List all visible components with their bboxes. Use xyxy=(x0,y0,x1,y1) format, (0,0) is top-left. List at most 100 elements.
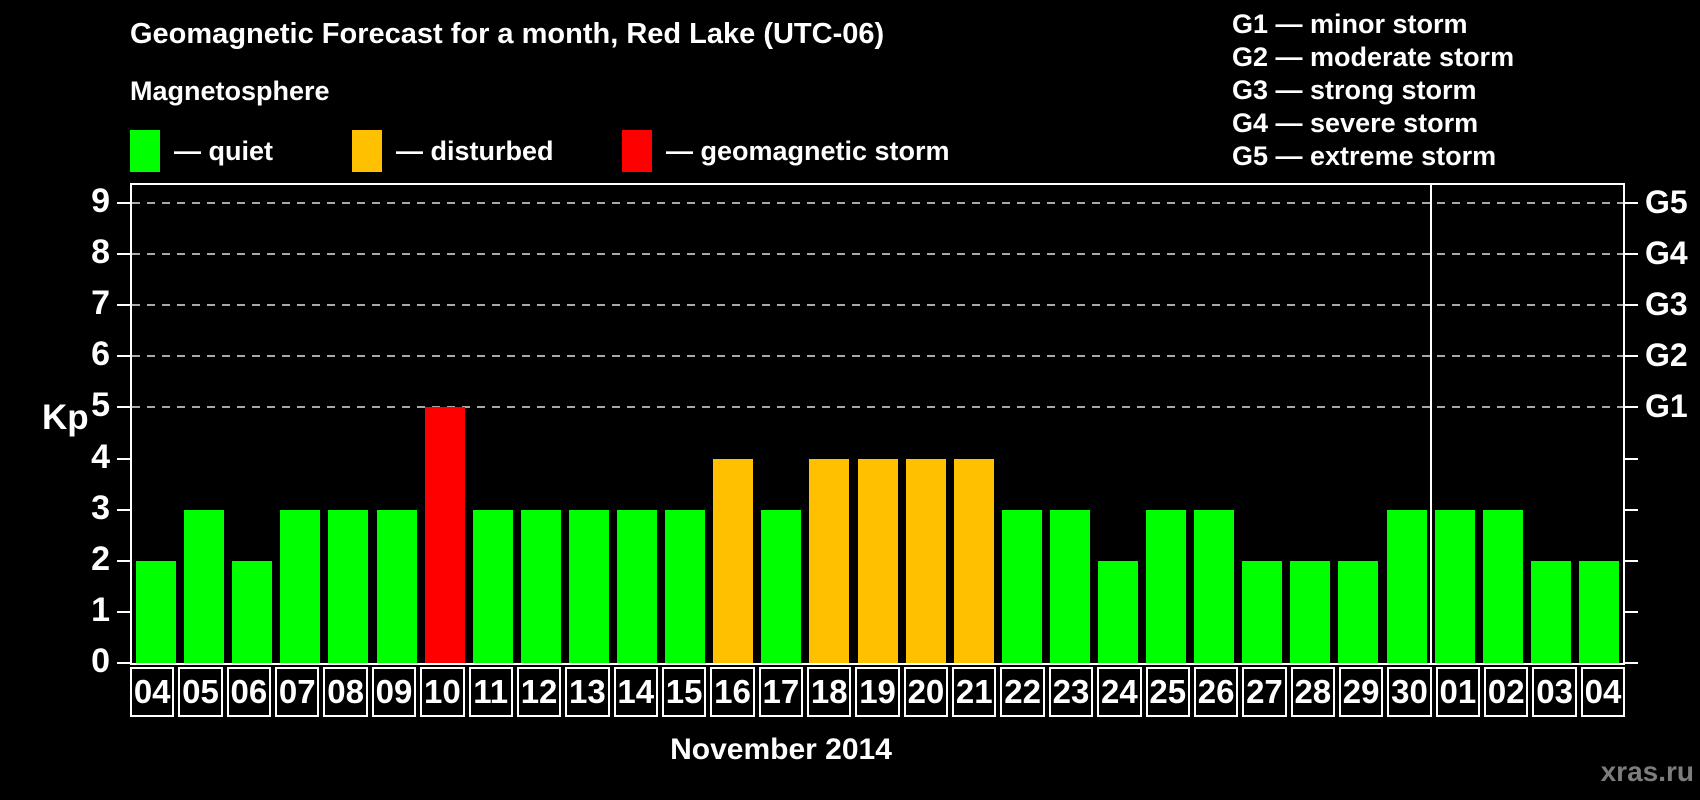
day-label-09: 09 xyxy=(371,667,417,717)
day-label-26: 26 xyxy=(1193,667,1239,717)
g-legend-line-5: G5 — extreme storm xyxy=(1232,141,1497,171)
right-axis-label-g4: G4 xyxy=(1645,234,1688,271)
kp-bar-day-19 xyxy=(857,458,898,663)
y-axis-title: Kp xyxy=(42,398,89,437)
y-tick-label-3: 3 xyxy=(91,488,110,527)
y-tick-label-6: 6 xyxy=(91,335,110,374)
kp-bar-day-07 xyxy=(280,509,321,663)
kp-bar-day-29 xyxy=(1338,560,1379,663)
kp-bar-day-24 xyxy=(1097,560,1138,663)
kp-bar-day-14 xyxy=(617,509,658,663)
day-label-07: 07 xyxy=(275,667,320,717)
day-label-06: 06 xyxy=(226,667,272,717)
day-label-04: 04 xyxy=(1580,667,1626,717)
day-label-11: 11 xyxy=(468,667,513,717)
day-label-15: 15 xyxy=(661,667,707,717)
day-label-22: 22 xyxy=(1000,667,1045,717)
g-legend-line-3: G3 — strong storm xyxy=(1232,75,1477,105)
y-tick-right-3 xyxy=(1625,508,1638,511)
kp-bar-day-04 xyxy=(1578,560,1619,663)
legend-item-disturbed: — disturbed xyxy=(352,128,554,174)
day-label-13: 13 xyxy=(565,667,610,717)
day-label-17: 17 xyxy=(758,667,804,717)
day-label-12: 12 xyxy=(516,667,562,717)
day-label-25: 25 xyxy=(1145,667,1190,717)
day-label-16: 16 xyxy=(710,667,755,717)
right-axis-label-g1: G1 xyxy=(1645,388,1688,425)
y-tick-left-0 xyxy=(117,662,130,664)
kp-bar-day-18 xyxy=(809,458,850,663)
y-tick-left-8 xyxy=(117,253,130,256)
y-tick-label-9: 9 xyxy=(91,181,110,220)
legend-item-quiet: — quiet xyxy=(130,128,273,174)
gridline-kp8 xyxy=(132,253,1623,256)
kp-bar-day-08 xyxy=(328,509,369,663)
kp-bar-day-16 xyxy=(713,458,754,663)
kp-bar-day-20 xyxy=(905,458,946,663)
day-label-18: 18 xyxy=(807,667,852,717)
g-legend-line-2: G2 — moderate storm xyxy=(1232,42,1515,72)
y-tick-right-4 xyxy=(1625,457,1638,460)
y-tick-right-1 xyxy=(1625,610,1638,613)
chart-title: Geomagnetic Forecast for a month, Red La… xyxy=(130,18,885,50)
day-label-10: 10 xyxy=(420,667,465,717)
magnetosphere-legend: — quiet — disturbed — geomagnetic storm xyxy=(0,128,1100,174)
day-label-08: 08 xyxy=(323,667,368,717)
y-tick-left-3 xyxy=(117,508,130,511)
y-tick-right-8 xyxy=(1625,253,1638,256)
kp-bar-day-28 xyxy=(1290,560,1331,663)
y-tick-label-2: 2 xyxy=(91,539,110,578)
watermark: xras.ru xyxy=(1600,756,1694,787)
y-tick-left-9 xyxy=(117,201,130,204)
day-label-19: 19 xyxy=(855,667,900,717)
y-tick-left-6 xyxy=(117,355,130,358)
kp-bar-day-01 xyxy=(1434,509,1475,663)
right-axis-label-g2: G2 xyxy=(1645,337,1688,374)
kp-bar-day-13 xyxy=(568,509,609,663)
kp-bar-day-21 xyxy=(953,458,994,663)
legend-swatch-storm xyxy=(622,130,652,172)
y-tick-right-7 xyxy=(1625,304,1638,307)
kp-bar-day-27 xyxy=(1242,560,1283,663)
day-label-02: 02 xyxy=(1484,667,1529,717)
g-scale-legend: G1 — minor storm G2 — moderate storm G3 — … xyxy=(1232,8,1514,173)
kp-bar-day-25 xyxy=(1146,509,1187,663)
day-label-20: 20 xyxy=(903,667,949,717)
day-label-05: 05 xyxy=(178,667,223,717)
y-tick-right-2 xyxy=(1625,559,1638,562)
y-tick-left-2 xyxy=(117,559,130,562)
kp-bar-day-23 xyxy=(1049,509,1090,663)
kp-bar-day-11 xyxy=(472,509,513,663)
y-tick-left-4 xyxy=(117,457,130,460)
day-label-28: 28 xyxy=(1290,667,1335,717)
legend-swatch-quiet xyxy=(130,130,160,172)
kp-bar-day-10 xyxy=(424,407,465,663)
y-tick-right-5 xyxy=(1625,406,1638,409)
gridline-kp5 xyxy=(132,406,1623,409)
day-label-29: 29 xyxy=(1338,667,1384,717)
y-tick-label-4: 4 xyxy=(91,437,110,476)
kp-bar-day-09 xyxy=(376,509,417,663)
y-tick-label-0: 0 xyxy=(91,641,110,680)
y-tick-right-6 xyxy=(1625,355,1638,358)
y-tick-label-5: 5 xyxy=(91,386,110,425)
legend-swatch-disturbed xyxy=(352,130,382,172)
day-label-24: 24 xyxy=(1097,667,1142,717)
day-label-27: 27 xyxy=(1242,667,1287,717)
kp-bar-day-05 xyxy=(184,509,225,663)
y-tick-label-1: 1 xyxy=(91,590,110,629)
kp-bar-day-02 xyxy=(1482,509,1523,663)
right-axis-label-g3: G3 xyxy=(1645,285,1688,322)
right-axis-label-g5: G5 xyxy=(1645,183,1688,220)
legend-item-storm: — geomagnetic storm xyxy=(622,128,950,174)
legend-label-storm: — geomagnetic storm xyxy=(666,135,950,166)
kp-bar-day-12 xyxy=(520,509,561,663)
y-tick-label-8: 8 xyxy=(91,232,110,271)
legend-label-disturbed: — disturbed xyxy=(396,135,554,166)
day-label-04: 04 xyxy=(130,667,175,717)
x-axis-title: November 2014 xyxy=(670,733,892,766)
day-label-21: 21 xyxy=(952,667,997,717)
kp-bar-day-17 xyxy=(761,509,802,663)
kp-bar-day-15 xyxy=(665,509,706,663)
day-label-01: 01 xyxy=(1435,667,1481,717)
